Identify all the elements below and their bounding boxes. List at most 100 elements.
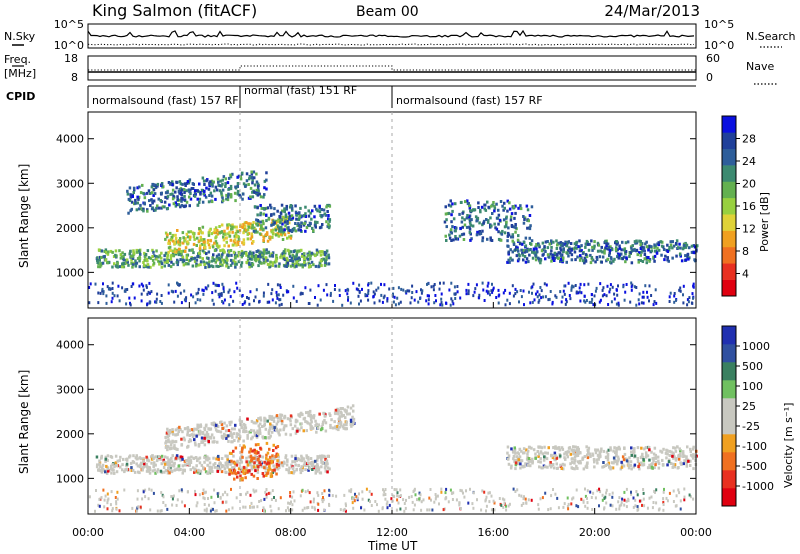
range-cell [236, 254, 240, 258]
range-cell [275, 233, 278, 237]
range-cell [160, 262, 164, 266]
range-cell [198, 432, 201, 436]
range-cell [141, 468, 144, 472]
range-cell [121, 468, 124, 472]
range-cell [303, 252, 306, 256]
range-cell [316, 491, 319, 495]
range-cell [543, 246, 546, 250]
range-cell [176, 258, 179, 262]
power-colorbar-tick-label: 4 [742, 268, 749, 281]
range-cell [190, 455, 193, 459]
range-cell [286, 236, 289, 240]
range-cell [615, 302, 618, 306]
range-cell [467, 289, 470, 293]
range-cell [309, 288, 312, 292]
range-cell [232, 454, 235, 458]
range-cell [268, 427, 272, 431]
range-cell [458, 212, 461, 216]
range-cell [590, 496, 593, 499]
range-cell [500, 232, 504, 236]
range-cell [167, 459, 170, 463]
range-cell [223, 467, 227, 471]
range-cell [180, 437, 183, 441]
range-cell [199, 469, 203, 473]
range-cell [463, 223, 467, 227]
range-cell [142, 191, 145, 195]
range-cell [262, 212, 265, 216]
range-cell [577, 245, 580, 249]
range-cell [181, 471, 184, 475]
range-cell [127, 263, 130, 267]
range-cell [202, 192, 205, 196]
range-cell [620, 460, 623, 464]
cpid-segment-label: normal (fast) 151 RF [244, 84, 357, 97]
range-cell [288, 205, 292, 209]
range-cell [144, 495, 147, 499]
range-cell [662, 508, 665, 512]
range-cell [491, 290, 494, 294]
range-cell [134, 262, 137, 266]
range-cell [392, 494, 395, 498]
range-cell [631, 244, 634, 248]
range-cell [221, 263, 224, 267]
range-cell [501, 497, 504, 501]
range-cell [652, 255, 655, 259]
range-cell [576, 466, 579, 470]
range-cell [136, 464, 140, 468]
range-cell [489, 216, 492, 220]
range-cell [269, 459, 272, 463]
range-cell [198, 461, 202, 465]
range-cell [143, 255, 147, 259]
range-cell [554, 492, 557, 496]
range-cell [280, 203, 284, 207]
range-cell [340, 414, 344, 418]
range-cell [256, 230, 259, 234]
range-cell [570, 448, 574, 452]
range-cell [187, 188, 191, 192]
noise-panel: N.Sky 10^5 10^0 10^5 10^0 N.Search [4, 18, 796, 52]
range-cell [151, 258, 155, 262]
range-cell [638, 462, 641, 466]
range-cell [310, 461, 313, 465]
range-cell [344, 427, 347, 431]
range-cell [186, 433, 189, 437]
range-cell [617, 500, 620, 504]
range-cell [266, 239, 270, 243]
range-cell [220, 192, 223, 196]
range-cell [514, 490, 517, 493]
range-cell [150, 198, 153, 202]
range-cell [164, 461, 168, 465]
range-cell [155, 300, 158, 304]
range-cell [178, 237, 182, 240]
range-cell [235, 435, 238, 439]
range-cell [323, 461, 326, 465]
range-cell [248, 450, 251, 454]
x-tick-label: 08:00 [275, 526, 307, 539]
range-cell [321, 420, 325, 424]
range-cell [427, 302, 430, 306]
range-cell [233, 462, 237, 466]
range-cell [591, 248, 594, 252]
range-cell [383, 283, 386, 287]
x-axis-title: Time UT [367, 539, 418, 553]
range-cell [312, 416, 316, 420]
range-cell [570, 253, 574, 257]
range-cell [473, 290, 476, 294]
range-cell [488, 500, 491, 504]
range-cell [283, 264, 287, 268]
range-cell [326, 470, 329, 474]
range-cell [538, 245, 541, 249]
range-cell [188, 237, 192, 241]
range-cell [309, 423, 312, 427]
range-cell [217, 457, 220, 461]
range-cell [136, 257, 140, 260]
range-cell [352, 417, 356, 421]
range-cell [291, 503, 294, 507]
range-cell [521, 242, 524, 246]
range-cell [497, 294, 500, 298]
range-cell [323, 466, 327, 470]
range-cell [509, 248, 512, 252]
range-cell [639, 240, 642, 243]
range-cell [220, 465, 223, 469]
range-cell [603, 293, 606, 297]
